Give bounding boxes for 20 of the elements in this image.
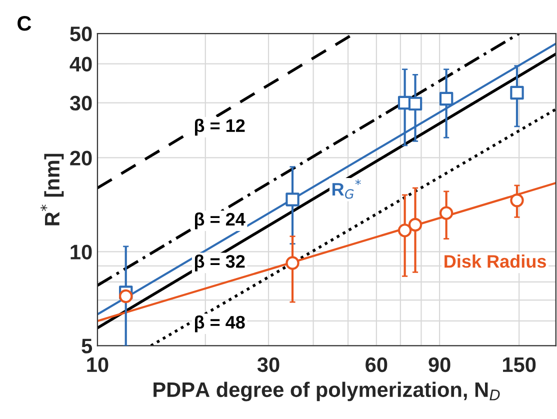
- x-tick-label: 30: [257, 357, 280, 372]
- x-tick-label: 60: [366, 357, 388, 372]
- y-tick-label: 40: [70, 56, 92, 72]
- y-tick-label: 30: [70, 96, 92, 111]
- y-tick-label: 20: [70, 150, 92, 166]
- annotation: β = 12: [194, 118, 245, 136]
- annotation: Disk Radius: [444, 254, 546, 268]
- annotation: R$_{G}$$^{*}$: [332, 179, 361, 199]
- annotation: β = 48: [194, 315, 245, 332]
- y-tick-label: 10: [70, 244, 92, 260]
- y-tick-label: 50: [70, 26, 92, 42]
- text: C: [18, 16, 32, 31]
- x-tick-label: 90: [428, 357, 450, 372]
- x-tick-label: 150: [503, 357, 536, 372]
- y-axis-title: R$^{*}$ [nm]: [40, 154, 64, 226]
- y-tick-label: 5: [82, 338, 92, 354]
- x-tick-label: 10: [87, 357, 108, 372]
- annotation: β = 32: [194, 254, 245, 272]
- annotation: β = 24: [194, 212, 246, 230]
- x-axis-title: PDPA degree of polymerization, N$_{D}$: [154, 382, 500, 402]
